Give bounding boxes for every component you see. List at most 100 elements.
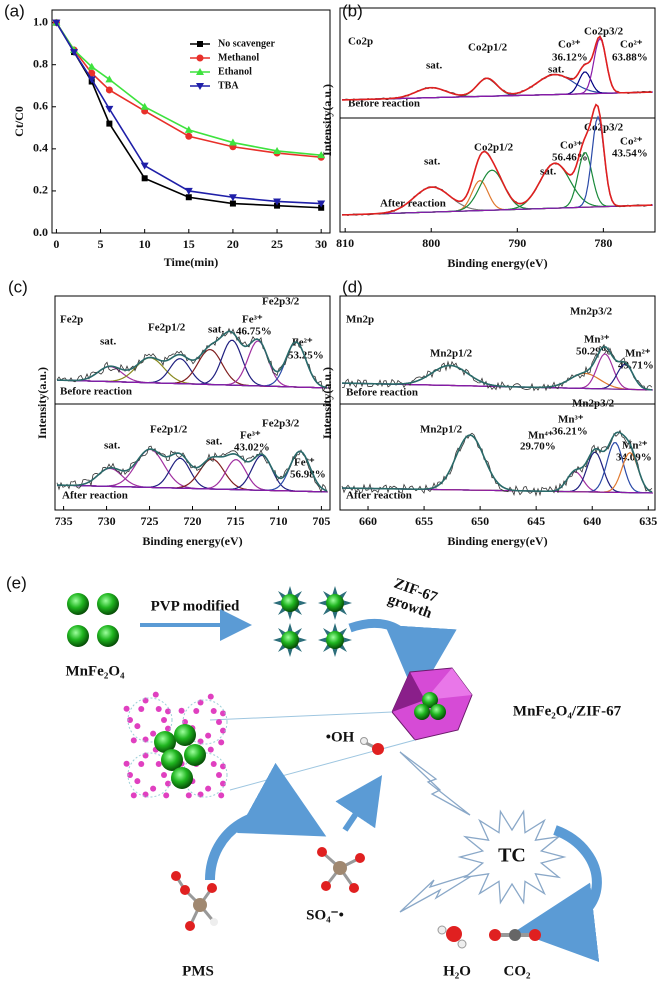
annotation: Co²⁺ [620,136,643,148]
framework-node [163,792,170,799]
framework-node [165,708,172,715]
y-tick-label: 0.8 [33,56,48,70]
annotation: Fe³⁺ [242,314,263,326]
product-label: MnFe₂O₄/ZIF-67 [513,703,622,719]
marker [228,194,237,202]
x-tick-label: 15 [183,237,195,251]
annotation: Mn³⁺ [558,414,584,426]
x-axis-label: Binding energy(eV) [447,256,547,270]
marker [88,69,96,77]
legend-label: No scavenger [218,38,275,49]
framework-node [210,708,217,715]
x-tick-label: 790 [508,236,526,250]
condition-label: After reaction [62,490,128,502]
framework-node [134,778,141,785]
marker [196,54,204,62]
annotation: 36.21% [552,426,588,438]
annotation: Co2p3/2 [584,122,624,134]
framework-node [165,725,172,732]
x-tick-label: 635 [639,514,657,528]
annotation: 63.88% [612,52,648,64]
marker [185,132,193,140]
modified-particles [273,586,352,657]
fit-envelope [56,448,328,492]
series-line [55,22,322,209]
co2-molecule [489,929,541,941]
condition-label: Before reaction [60,386,132,398]
x-tick-label: 5 [98,237,104,251]
marker [197,41,203,47]
x-tick-label: 650 [471,514,489,528]
annotation: Mn³⁺ [584,334,610,346]
panel-label: (d) [342,277,363,296]
x-tick-label: 715 [226,514,244,528]
framework-node [216,719,222,725]
annotation: Mn⁴⁺ [528,430,554,442]
x-tick-label: 725 [141,514,159,528]
annotation: 43.02% [234,442,270,454]
raw-spectrum [341,429,653,497]
framework-node [220,727,227,734]
y-axis-label: Ct/C0 [12,106,26,137]
radical-label: SO₄⁻• [306,907,344,923]
marker [273,198,282,206]
framework-node [210,761,217,768]
framework-node [220,780,227,787]
arrow [515,825,602,963]
arrow [335,775,383,832]
y-tick-label: 0.6 [33,99,48,113]
marker [105,86,113,94]
framework-node [138,706,145,713]
framework-node [185,792,192,799]
x-tick-label: 645 [527,514,545,528]
x-tick-label: 780 [594,236,612,250]
legend-label: TBA [218,80,239,91]
annotations-b: Co2p sat. Co2p1/2 sat. Co³⁺ 36.12% Co2p3… [348,26,648,210]
panel-label: (c) [8,277,28,296]
schematic: (e) MnFe₂O₄ PVP modified ZIF-67 growth M… [6,573,622,979]
framework-node [178,707,185,714]
panel-label: (e) [6,573,27,592]
oxidant-label: PMS [182,963,214,979]
marker [140,102,149,110]
y-tick-label: 0.0 [33,225,48,239]
annotation: Co²⁺ [620,39,643,51]
so4-molecule [317,847,365,893]
precursor-particles [67,593,119,647]
product-label: H₂O [443,963,471,979]
legend-label: Ethanol [218,66,252,77]
annotation: Fe³⁺ [240,430,261,442]
annotation: sat. [424,156,440,168]
fit-component [341,434,653,494]
annotation: Fe2p1/2 [148,322,186,334]
fit-envelope [341,431,653,493]
plot-frame [339,7,656,233]
annotation: Mn2p3/2 [570,306,613,318]
annotation: Mn2p1/2 [420,424,463,436]
annotation: Fe2p3/2 [262,418,300,430]
x-axis-label: Binding energy(eV) [447,534,547,548]
x-axis-label: Time(min) [164,255,218,269]
x-tick-label: 25 [271,237,283,251]
element-label: Fe2p [60,314,83,326]
core-particle [161,749,183,771]
marker [105,105,114,113]
x-axis-label: Binding energy(eV) [142,534,242,548]
marker [273,146,282,154]
marker [185,194,192,201]
y-axis-label: Intensity(a.u.) [35,367,49,439]
element-label: Mn2p [346,314,374,326]
framework-node [218,792,225,799]
marker [52,19,61,27]
annotation: 46.75% [236,326,272,338]
baseline [56,379,329,389]
annotation: Co2p1/2 [468,42,508,54]
fit-component [341,451,653,494]
annotation: sat. [548,64,564,76]
element-label: Co2p [348,36,373,48]
framework-ring [182,699,228,745]
framework-node [150,785,157,792]
precursor-label: MnFe₂O₄ [66,663,125,679]
marker [105,75,114,83]
annotation: Co2p3/2 [584,26,624,38]
